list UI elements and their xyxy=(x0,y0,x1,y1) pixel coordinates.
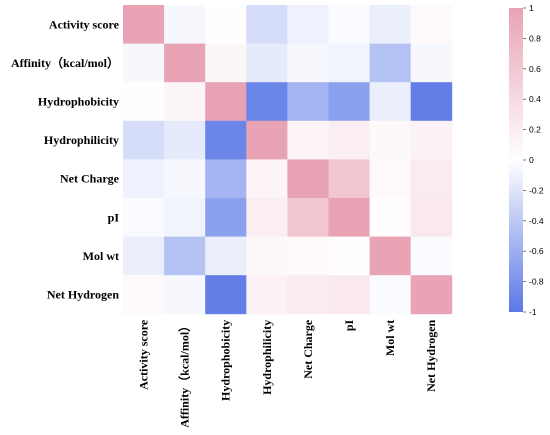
heatmap-cell xyxy=(164,120,206,160)
heatmap-cell xyxy=(205,236,247,276)
row-label: Net Hydrogen xyxy=(47,288,119,302)
heatmap-cell xyxy=(328,198,370,237)
heatmap-cell xyxy=(246,5,288,44)
heatmap-cell xyxy=(369,5,412,44)
colorbar-tick-label: 0.2 xyxy=(529,125,541,135)
colorbar-tick-label: -0.2 xyxy=(529,185,544,195)
heatmap-cell xyxy=(246,43,288,83)
heatmap-cell xyxy=(328,275,370,315)
heatmap-cell xyxy=(123,43,165,83)
row-label: Hydrophobicity xyxy=(38,95,119,109)
heatmap-cell xyxy=(164,5,206,44)
heatmap-cell xyxy=(410,236,453,276)
heatmap-cell xyxy=(123,120,165,160)
heatmap-cell xyxy=(287,120,329,160)
heatmap-cell xyxy=(410,82,453,122)
row-labels: Activity score Affinity（kcal/mol） Hydropho… xyxy=(11,17,120,301)
heatmap-cell xyxy=(328,120,370,160)
colorbar-gradient xyxy=(509,8,523,312)
heatmap-cell xyxy=(246,120,288,160)
column-label: Mol wt xyxy=(383,320,397,356)
heatmap-cell xyxy=(328,5,370,44)
heatmap-cell xyxy=(410,198,453,237)
colorbar-tick-label: -0.6 xyxy=(529,246,544,256)
heatmap-cell xyxy=(205,198,247,237)
colorbar-tick-label: 0.6 xyxy=(529,64,541,74)
row-label: Mol wt xyxy=(83,249,119,263)
heatmap-cell xyxy=(164,159,206,199)
colorbar-tick-label: 0.8 xyxy=(529,33,541,43)
column-label: Net Hydrogen xyxy=(424,319,438,391)
column-label: Hydrophilicity xyxy=(260,320,274,395)
heatmap-cell xyxy=(287,275,329,315)
colorbar-tick-label: 0.4 xyxy=(529,94,541,104)
heatmap-cell xyxy=(410,43,453,83)
row-label: Affinity（kcal/mol） xyxy=(11,55,119,70)
heatmap-cell xyxy=(369,198,412,237)
heatmap-cell xyxy=(369,275,412,315)
heatmap-cell xyxy=(287,5,329,44)
heatmap-cell xyxy=(287,236,329,276)
heatmap-cell xyxy=(287,82,329,122)
colorbar-tick-label: 0 xyxy=(529,155,534,165)
heatmap-cell xyxy=(287,198,329,237)
row-label: pI xyxy=(108,210,120,224)
heatmap-cell xyxy=(287,159,329,199)
heatmap-cell xyxy=(410,159,453,199)
heatmap-cell xyxy=(328,159,370,199)
heatmap-cell xyxy=(123,236,165,276)
heatmap-cell xyxy=(328,236,370,276)
heatmap-cell xyxy=(287,43,329,83)
heatmap-cell xyxy=(369,159,412,199)
heatmap-cell xyxy=(205,120,247,160)
heatmap-cell xyxy=(205,275,247,315)
heatmap-cell xyxy=(164,43,206,83)
row-label: Hydrophilicity xyxy=(44,133,119,147)
row-label: Activity score xyxy=(49,17,120,31)
heatmap-cells xyxy=(123,5,453,315)
colorbar-tick-label: -0.4 xyxy=(529,216,544,226)
heatmap-cell xyxy=(164,236,206,276)
heatmap-cell xyxy=(246,275,288,315)
colorbar-tick-label: 1 xyxy=(529,3,534,13)
heatmap-cell xyxy=(123,275,165,315)
heatmap-cell xyxy=(205,43,247,83)
heatmap-cell xyxy=(123,82,165,122)
colorbar-tick-label: -1 xyxy=(529,307,537,317)
heatmap-cell xyxy=(410,5,453,44)
heatmap-cell xyxy=(369,236,412,276)
heatmap-cell xyxy=(205,82,247,122)
heatmap-cell xyxy=(164,275,206,315)
colorbar: 1 0.8 0.6 0.4 0.2 0 -0.2 -0.4 -0.6 -0.8 -1 xyxy=(509,3,544,317)
heatmap-cell xyxy=(164,82,206,122)
heatmap-cell xyxy=(246,198,288,237)
heatmap-cell xyxy=(410,275,453,315)
heatmap-cell xyxy=(328,82,370,122)
column-label: pI xyxy=(342,319,356,331)
heatmap-cell xyxy=(410,120,453,160)
row-label: Net Charge xyxy=(60,172,120,186)
column-labels: Activity score Affinity（kcal/mol） Hydropho… xyxy=(137,319,439,428)
heatmap-cell xyxy=(246,236,288,276)
heatmap-cell xyxy=(205,159,247,199)
heatmap-cell xyxy=(369,82,412,122)
column-label: Hydrophobicity xyxy=(219,320,233,401)
colorbar-tick-label: -0.8 xyxy=(529,277,544,287)
heatmap-cell xyxy=(328,43,370,83)
column-label: Affinity（kcal/mol） xyxy=(177,320,192,428)
heatmap-cell xyxy=(123,198,165,237)
heatmap-cell xyxy=(369,43,412,83)
heatmap-cell xyxy=(164,198,206,237)
heatmap-cell xyxy=(123,159,165,199)
heatmap-cell xyxy=(123,5,165,44)
heatmap-cell xyxy=(369,120,412,160)
heatmap-cell xyxy=(246,82,288,122)
column-label: Activity score xyxy=(137,319,151,390)
column-label: Net Charge xyxy=(301,319,315,379)
heatmap-cell xyxy=(246,159,288,199)
heatmap-cell xyxy=(205,5,247,44)
